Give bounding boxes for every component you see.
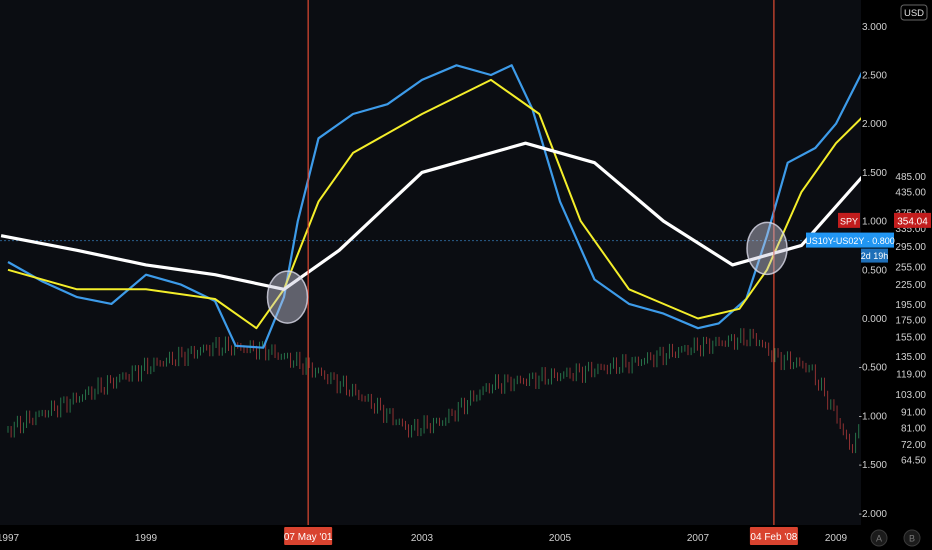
spy-scale-tick-label: 195.00 — [895, 300, 926, 311]
x-tick-label: 2003 — [411, 533, 434, 544]
spy-scale-tick-label: 72.00 — [901, 440, 926, 451]
countdown-badge — [861, 248, 888, 263]
left-scale-tick-label: 1.000 — [862, 217, 887, 228]
spy-series-label-badge — [838, 212, 860, 228]
spy-scale-tick-label: 175.00 — [895, 315, 926, 326]
x-tick-label: 1997 — [0, 533, 20, 544]
spread-value-label: US10Y-US02Y · 0.800 — [805, 236, 895, 246]
left-scale-tick-label: -1.000 — [859, 411, 888, 422]
x-tick-label: 2007 — [687, 533, 710, 544]
left-scale-tick-label: 1.500 — [862, 168, 887, 179]
left-scale-tick-label: 0.500 — [862, 265, 887, 276]
scale-toggle-button[interactable] — [870, 529, 888, 547]
scale-toggle-button[interactable] — [903, 529, 921, 547]
left-scale-tick-label: 2.500 — [862, 71, 887, 82]
spy-scale-tick-label: 64.50 — [901, 456, 926, 467]
bottom-axis[interactable]: 1997199920032005200720092011201320152017… — [0, 525, 932, 550]
scale-toggle-label: B — [909, 534, 915, 544]
spy-scale-tick-label: 335.00 — [895, 224, 926, 235]
spy-scale-tick-label: 155.00 — [895, 332, 926, 343]
spy-scale-tick-label: 435.00 — [895, 187, 926, 198]
spy-scale-tick-label: 81.00 — [901, 424, 926, 435]
date-marker-label: 07 May '01 — [284, 532, 333, 543]
scale-toggle-label: A — [876, 534, 882, 544]
spy-scale-tick-label: 135.00 — [895, 352, 926, 363]
spy-series-label: SPY — [840, 216, 858, 226]
spy-scale-tick-label: 103.00 — [895, 390, 926, 401]
date-marker-badge — [749, 527, 798, 545]
left-scale-tick-label: -0.500 — [859, 363, 888, 374]
left-scale-tick-label: 3.000 — [862, 22, 887, 33]
left-scale-tick-label: 2.000 — [862, 119, 887, 130]
date-marker-label: 04 Feb '08 — [750, 532, 797, 543]
spy-price-value: 354.04 — [897, 216, 928, 227]
date-marker-badge — [284, 527, 333, 545]
fast-moving-average-line — [7, 74, 932, 330]
currency-label: USD — [904, 8, 924, 19]
countdown-label: 2d 19h — [861, 251, 889, 261]
x-tick-label: 2005 — [549, 533, 572, 544]
spy-scale-tick-label: 119.00 — [896, 370, 926, 381]
vertical-markers — [307, 0, 775, 525]
left-scale-tick-label: -2.000 — [859, 509, 888, 520]
x-tick-label: 2009 — [825, 533, 848, 544]
spy-scale-tick-label: 255.00 — [895, 262, 926, 273]
spy-scale-tick-label: 91.00 — [901, 407, 926, 418]
spy-price-badge — [894, 212, 931, 228]
x-tick-label: 1999 — [135, 533, 158, 544]
highlight-circle — [746, 221, 788, 276]
currency-button[interactable] — [900, 4, 928, 21]
spy-price-series — [7, 328, 931, 454]
highlight-circles — [266, 221, 788, 324]
highlight-circle — [266, 270, 309, 324]
spy-scale-tick-label: 225.00 — [895, 280, 926, 291]
left-scale-tick-label: -1.500 — [859, 460, 888, 471]
spy-scale-tick-label: 295.00 — [895, 242, 926, 253]
top-right-ui[interactable]: USD — [900, 4, 928, 21]
spy-scale-tick-label: 485.00 — [895, 172, 926, 183]
plot-area[interactable] — [0, 0, 861, 525]
spread-value-badge — [806, 232, 894, 248]
left-scale-tick-label: 0.000 — [862, 314, 887, 325]
